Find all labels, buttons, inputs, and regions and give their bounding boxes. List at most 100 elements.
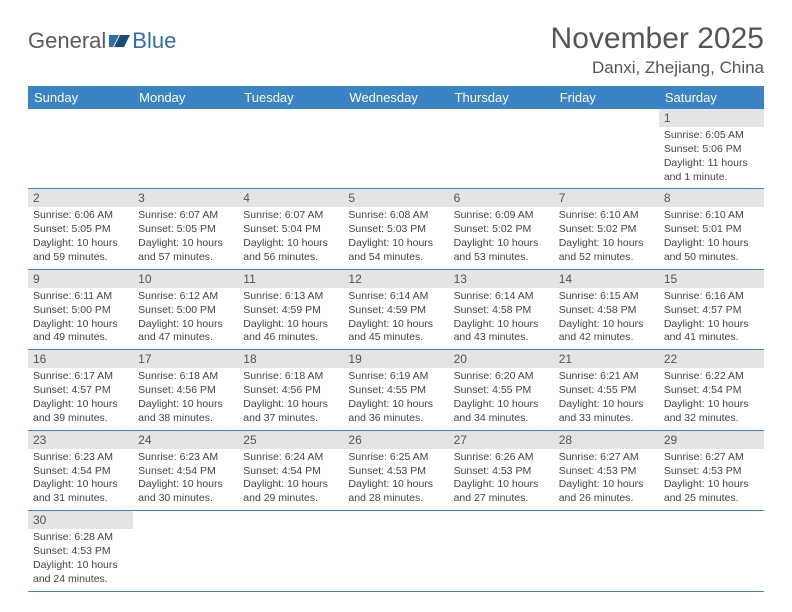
sunset-text: Sunset: 4:54 PM [243,465,338,479]
day-number: 1 [659,109,764,127]
sunset-text: Sunset: 5:00 PM [33,304,128,318]
sunrise-text: Sunrise: 6:10 AM [559,209,654,223]
day-number: 3 [133,189,238,207]
day-number: 5 [343,189,448,207]
day-number: 17 [133,350,238,368]
calendar-cell: 2Sunrise: 6:06 AMSunset: 5:05 PMDaylight… [28,189,133,269]
sunrise-text: Sunrise: 6:22 AM [664,370,759,384]
calendar-cell: 1Sunrise: 6:05 AMSunset: 5:06 PMDaylight… [659,109,764,189]
daylight-text: Daylight: 10 hours and 36 minutes. [348,398,443,426]
daylight-text: Daylight: 10 hours and 25 minutes. [664,478,759,506]
logo-text-1: General [28,28,106,54]
day-number: 10 [133,270,238,288]
day-number: 4 [238,189,343,207]
calendar-cell: 11Sunrise: 6:13 AMSunset: 4:59 PMDayligh… [238,269,343,349]
day-number: 24 [133,431,238,449]
sunset-text: Sunset: 4:58 PM [559,304,654,318]
day-number: 23 [28,431,133,449]
day-number: 7 [554,189,659,207]
calendar-cell: 17Sunrise: 6:18 AMSunset: 4:56 PMDayligh… [133,350,238,430]
daylight-text: Daylight: 10 hours and 49 minutes. [33,318,128,346]
day-details: Sunrise: 6:07 AMSunset: 5:05 PMDaylight:… [133,207,238,268]
daylight-text: Daylight: 10 hours and 45 minutes. [348,318,443,346]
weekday-header: Sunday [28,86,133,109]
sunset-text: Sunset: 4:55 PM [348,384,443,398]
daylight-text: Daylight: 10 hours and 57 minutes. [138,237,233,265]
calendar-cell: 29Sunrise: 6:27 AMSunset: 4:53 PMDayligh… [659,430,764,510]
sunrise-text: Sunrise: 6:13 AM [243,290,338,304]
day-details: Sunrise: 6:20 AMSunset: 4:55 PMDaylight:… [449,368,554,429]
sunrise-text: Sunrise: 6:21 AM [559,370,654,384]
day-number: 27 [449,431,554,449]
daylight-text: Daylight: 10 hours and 53 minutes. [454,237,549,265]
sunset-text: Sunset: 4:58 PM [454,304,549,318]
day-number: 16 [28,350,133,368]
day-details: Sunrise: 6:15 AMSunset: 4:58 PMDaylight:… [554,288,659,349]
sunrise-text: Sunrise: 6:17 AM [33,370,128,384]
day-number: 26 [343,431,448,449]
flag-icon [109,28,131,54]
day-number: 18 [238,350,343,368]
day-details: Sunrise: 6:21 AMSunset: 4:55 PMDaylight:… [554,368,659,429]
daylight-text: Daylight: 10 hours and 29 minutes. [243,478,338,506]
calendar-table: Sunday Monday Tuesday Wednesday Thursday… [28,86,764,592]
sunset-text: Sunset: 4:53 PM [559,465,654,479]
calendar-row: 23Sunrise: 6:23 AMSunset: 4:54 PMDayligh… [28,430,764,510]
daylight-text: Daylight: 10 hours and 39 minutes. [33,398,128,426]
day-details: Sunrise: 6:19 AMSunset: 4:55 PMDaylight:… [343,368,448,429]
calendar-cell: 7Sunrise: 6:10 AMSunset: 5:02 PMDaylight… [554,189,659,269]
daylight-text: Daylight: 10 hours and 56 minutes. [243,237,338,265]
day-details: Sunrise: 6:22 AMSunset: 4:54 PMDaylight:… [659,368,764,429]
sunset-text: Sunset: 4:54 PM [33,465,128,479]
calendar-cell [554,109,659,189]
day-number: 21 [554,350,659,368]
calendar-cell [449,511,554,591]
calendar-cell: 13Sunrise: 6:14 AMSunset: 4:58 PMDayligh… [449,269,554,349]
day-details: Sunrise: 6:27 AMSunset: 4:53 PMDaylight:… [554,449,659,510]
sunrise-text: Sunrise: 6:05 AM [664,129,759,143]
sunset-text: Sunset: 5:02 PM [454,223,549,237]
calendar-cell: 22Sunrise: 6:22 AMSunset: 4:54 PMDayligh… [659,350,764,430]
day-number: 13 [449,270,554,288]
daylight-text: Daylight: 10 hours and 43 minutes. [454,318,549,346]
day-details: Sunrise: 6:09 AMSunset: 5:02 PMDaylight:… [449,207,554,268]
day-details: Sunrise: 6:11 AMSunset: 5:00 PMDaylight:… [28,288,133,349]
day-number: 6 [449,189,554,207]
day-details: Sunrise: 6:14 AMSunset: 4:58 PMDaylight:… [449,288,554,349]
calendar-row: 2Sunrise: 6:06 AMSunset: 5:05 PMDaylight… [28,189,764,269]
daylight-text: Daylight: 10 hours and 37 minutes. [243,398,338,426]
sunset-text: Sunset: 4:54 PM [664,384,759,398]
daylight-text: Daylight: 10 hours and 32 minutes. [664,398,759,426]
sunrise-text: Sunrise: 6:15 AM [559,290,654,304]
day-number: 12 [343,270,448,288]
sunrise-text: Sunrise: 6:12 AM [138,290,233,304]
day-details: Sunrise: 6:12 AMSunset: 5:00 PMDaylight:… [133,288,238,349]
sunrise-text: Sunrise: 6:26 AM [454,451,549,465]
sunrise-text: Sunrise: 6:14 AM [454,290,549,304]
sunrise-text: Sunrise: 6:28 AM [33,531,128,545]
calendar-cell: 25Sunrise: 6:24 AMSunset: 4:54 PMDayligh… [238,430,343,510]
daylight-text: Daylight: 11 hours and 1 minute. [664,157,759,185]
day-number: 25 [238,431,343,449]
calendar-cell [133,511,238,591]
sunset-text: Sunset: 4:56 PM [243,384,338,398]
daylight-text: Daylight: 10 hours and 33 minutes. [559,398,654,426]
calendar-cell: 30Sunrise: 6:28 AMSunset: 4:53 PMDayligh… [28,511,133,591]
daylight-text: Daylight: 10 hours and 26 minutes. [559,478,654,506]
sunset-text: Sunset: 5:05 PM [33,223,128,237]
weekday-header: Thursday [449,86,554,109]
daylight-text: Daylight: 10 hours and 24 minutes. [33,559,128,587]
calendar-cell [554,511,659,591]
calendar-cell: 23Sunrise: 6:23 AMSunset: 4:54 PMDayligh… [28,430,133,510]
location: Danxi, Zhejiang, China [551,58,764,78]
sunset-text: Sunset: 4:53 PM [454,465,549,479]
day-details: Sunrise: 6:07 AMSunset: 5:04 PMDaylight:… [238,207,343,268]
sunrise-text: Sunrise: 6:18 AM [138,370,233,384]
sunrise-text: Sunrise: 6:16 AM [664,290,759,304]
sunrise-text: Sunrise: 6:08 AM [348,209,443,223]
sunset-text: Sunset: 4:53 PM [348,465,443,479]
day-details: Sunrise: 6:10 AMSunset: 5:02 PMDaylight:… [554,207,659,268]
sunset-text: Sunset: 5:03 PM [348,223,443,237]
title-block: November 2025 Danxi, Zhejiang, China [551,22,764,78]
calendar-cell [133,109,238,189]
